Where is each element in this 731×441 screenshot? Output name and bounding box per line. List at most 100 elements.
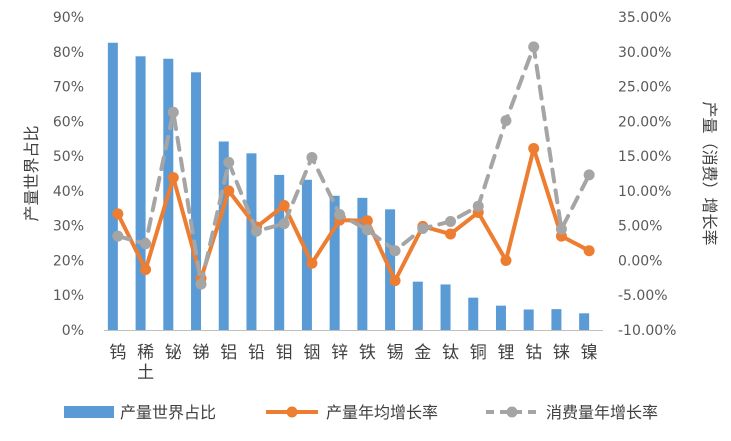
production-growth-point xyxy=(140,263,152,275)
category-label: 钨 xyxy=(109,343,126,363)
right-tick-label: 5.00% xyxy=(618,219,662,235)
consumption-growth-point xyxy=(500,115,512,127)
production-growth-point xyxy=(223,185,235,197)
bar xyxy=(246,153,257,330)
consumption-growth-point xyxy=(167,106,179,118)
right-tick-label: -5.00% xyxy=(618,288,668,304)
category-label: 锡 xyxy=(387,343,404,363)
consumption-growth-point xyxy=(472,200,484,212)
production-growth-point xyxy=(528,142,540,154)
bar xyxy=(523,309,534,330)
legend-marker-production xyxy=(286,406,298,418)
category-label: 铼 xyxy=(553,343,570,363)
bar xyxy=(551,309,562,330)
consumption-growth-point xyxy=(361,224,373,236)
bar xyxy=(218,141,229,330)
line-series-group xyxy=(112,41,595,290)
production-growth-point xyxy=(112,208,124,220)
production-growth-point xyxy=(500,254,512,266)
bar xyxy=(440,284,451,330)
legend-item-production-growth: 产量年均增长率 xyxy=(266,403,438,422)
left-tick-label: 20% xyxy=(53,253,84,269)
consumption-growth-point xyxy=(528,41,540,53)
consumption-growth-point xyxy=(112,230,124,242)
category-label: 钛 xyxy=(442,343,459,363)
left-tick-label: 80% xyxy=(53,45,84,61)
consumption-growth-line xyxy=(115,44,592,287)
production-growth-point xyxy=(167,172,179,184)
bar xyxy=(329,195,340,330)
consumption-growth-point xyxy=(445,215,457,227)
bar xyxy=(468,297,479,330)
consumption-growth-point xyxy=(223,156,235,168)
bar xyxy=(135,56,146,330)
left-tick-label: 70% xyxy=(53,80,84,96)
category-label: 铝 xyxy=(220,343,237,363)
legend-bar-swatch xyxy=(64,406,114,418)
bar xyxy=(357,197,368,330)
bar xyxy=(191,72,202,331)
production-growth-line xyxy=(115,146,592,283)
bar xyxy=(274,174,285,330)
consumption-growth-point xyxy=(334,209,346,221)
right-tick-label: 10.00% xyxy=(618,184,671,200)
bar xyxy=(107,42,118,330)
right-axis-ticks: -10.00% -5.00% 0.00% 5.00% 10.00% 15.00% 20.00… xyxy=(618,10,676,339)
left-tick-label: 60% xyxy=(53,114,84,130)
legend: 产量世界占比 产量年均增长率 消费量年增长率 xyxy=(64,403,658,422)
right-tick-label: 30.00% xyxy=(618,45,671,61)
legend-label-share: 产量世界占比 xyxy=(120,403,216,422)
category-label: 钼 xyxy=(276,343,293,363)
left-tick-label: 40% xyxy=(53,184,84,200)
category-label: 稀土 xyxy=(137,343,154,383)
consumption-growth-point xyxy=(583,169,595,181)
production-growth-point xyxy=(278,199,290,211)
consumption-growth-point xyxy=(306,152,318,164)
category-label: 铟 xyxy=(303,343,320,363)
bar xyxy=(579,313,590,330)
category-label: 镍 xyxy=(581,343,598,363)
category-label: 钴 xyxy=(525,343,542,363)
consumption-growth-point xyxy=(195,278,207,290)
category-label: 铋 xyxy=(165,343,182,363)
category-label: 铜 xyxy=(470,343,487,363)
legend-item-share: 产量世界占比 xyxy=(64,403,216,422)
right-tick-label: -10.00% xyxy=(618,323,676,339)
legend-marker-consumption xyxy=(506,406,518,418)
right-tick-label: 20.00% xyxy=(618,114,671,130)
legend-label-production-growth: 产量年均增长率 xyxy=(326,403,438,422)
production-growth-point xyxy=(361,215,373,227)
right-tick-label: 25.00% xyxy=(618,80,671,96)
legend-item-consumption-growth: 消费量年增长率 xyxy=(486,403,658,422)
left-tick-label: 90% xyxy=(53,10,84,26)
bar xyxy=(412,281,423,330)
legend-label-consumption-growth: 消费量年增长率 xyxy=(546,403,658,422)
bar xyxy=(495,305,506,330)
category-label: 铅 xyxy=(248,343,265,363)
category-label: 金 xyxy=(414,343,431,363)
consumption-growth-point xyxy=(250,225,262,237)
category-label: 锑 xyxy=(193,343,210,363)
consumption-growth-point xyxy=(555,223,567,235)
consumption-growth-point xyxy=(140,238,152,250)
production-growth-point xyxy=(445,228,457,240)
right-tick-label: 15.00% xyxy=(618,149,671,165)
consumption-growth-point xyxy=(389,245,401,257)
right-axis-title: 产量（消费）增长率 xyxy=(700,101,719,245)
left-tick-label: 10% xyxy=(53,288,84,304)
consumption-growth-point xyxy=(417,222,429,234)
left-axis-title: 产量世界占比 xyxy=(22,125,41,221)
category-labels: 钨稀土铋锑铝铅钼铟锌铁锡金钛铜锂钴铼镍 xyxy=(109,343,597,383)
production-growth-point xyxy=(389,275,401,287)
consumption-growth-point xyxy=(278,218,290,230)
right-tick-label: 35.00% xyxy=(618,10,671,26)
left-tick-label: 50% xyxy=(53,149,84,165)
left-axis-ticks: 0% 10% 20% 30% 40% 50% 60% 70% 80% 90% xyxy=(53,10,84,339)
category-label: 铁 xyxy=(359,343,376,363)
category-label: 锌 xyxy=(331,343,348,363)
category-label: 锂 xyxy=(497,343,514,363)
right-tick-label: 0.00% xyxy=(618,253,662,269)
production-growth-point xyxy=(306,257,318,269)
